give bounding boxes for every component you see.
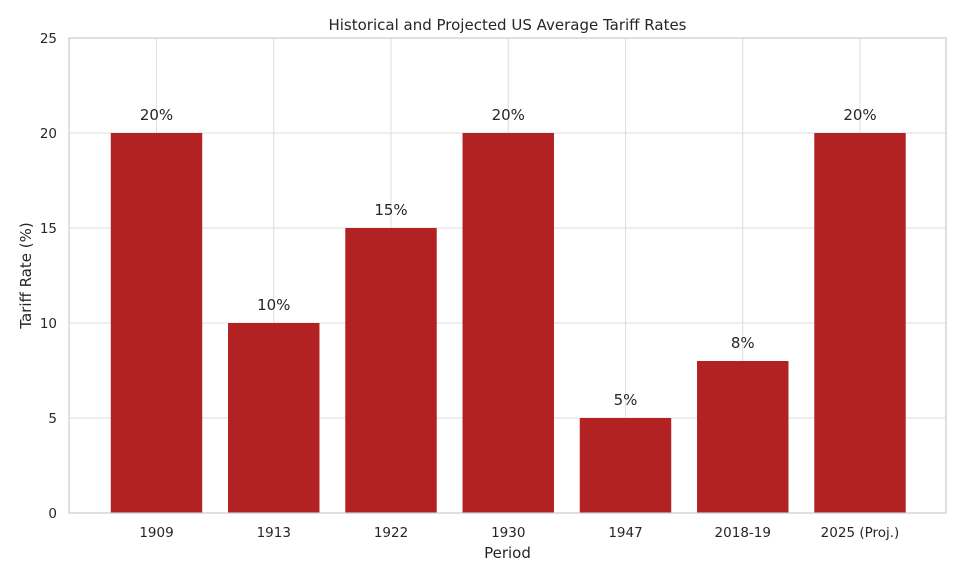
- y-tick-label: 15: [40, 221, 57, 237]
- bar: [110, 133, 203, 513]
- bar: [345, 228, 437, 513]
- x-axis-label: Period: [484, 544, 531, 562]
- x-tick-label: 2025 (Proj.): [821, 525, 900, 541]
- bar-value-label: 5%: [614, 391, 638, 409]
- y-tick-label: 5: [48, 411, 57, 427]
- x-tick-label: 1922: [374, 525, 408, 541]
- bar: [228, 323, 320, 513]
- axis-ticks: 0 5 10 15 20 25 1909 1913 1922 1930 1947 2018-19 202…: [40, 31, 900, 541]
- plot-frame: [68, 37, 947, 514]
- x-tick-label: 2018-19: [715, 525, 771, 541]
- y-tick-label: 0: [48, 506, 57, 522]
- x-tick-label: 1930: [491, 525, 525, 541]
- bar: [814, 133, 906, 513]
- bar-value-label: 15%: [374, 201, 407, 219]
- chart-title: Historical and Projected US Average Tari…: [328, 16, 686, 34]
- data-labels: 20% 10% 15% 20% 5% 8% 20%: [140, 106, 877, 409]
- bar-value-label: 8%: [731, 334, 755, 352]
- x-tick-label: 1947: [608, 525, 642, 541]
- bar-value-label: 20%: [140, 106, 173, 124]
- y-tick-label: 10: [40, 316, 57, 332]
- bar: [579, 418, 672, 513]
- bar-value-label: 10%: [257, 296, 290, 314]
- y-tick-label: 20: [40, 126, 57, 142]
- x-tick-label: 1913: [257, 525, 291, 541]
- bar: [697, 361, 789, 513]
- bar: [462, 133, 554, 513]
- bars: [110, 133, 906, 513]
- bar-value-label: 20%: [492, 106, 525, 124]
- x-tick-label: 1909: [139, 525, 173, 541]
- y-tick-label: 25: [40, 31, 57, 47]
- bar-value-label: 20%: [843, 106, 876, 124]
- y-axis-label: Tariff Rate (%): [17, 222, 35, 329]
